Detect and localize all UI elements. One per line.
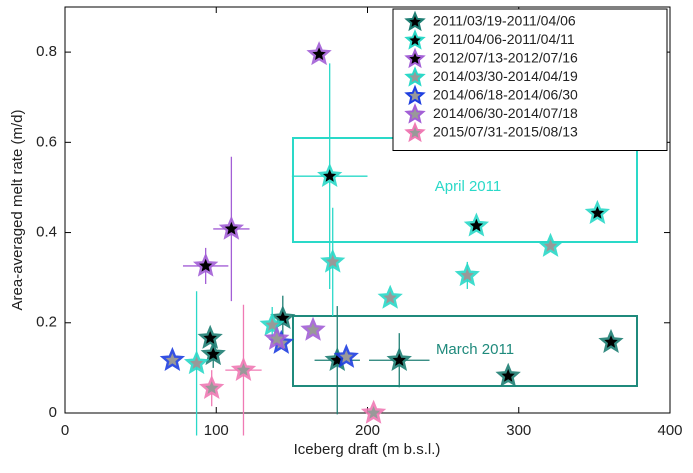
point-center <box>383 291 397 304</box>
point-center <box>265 318 279 331</box>
legend-marker-center <box>409 90 421 101</box>
point-center <box>339 350 353 363</box>
point-center <box>312 47 326 60</box>
x-tick-label: 300 <box>506 422 531 439</box>
legend-marker-center <box>409 34 421 46</box>
legend-marker-center <box>409 108 421 120</box>
legend-marker-center <box>409 71 421 83</box>
point-center <box>366 406 381 419</box>
y-tick-label: 0.2 <box>36 314 57 331</box>
legend-label: 2014/03/30-2014/04/19 <box>433 68 578 84</box>
y-tick-label: 0.8 <box>36 43 57 60</box>
march-box <box>292 315 638 387</box>
x-tick-label: 0 <box>61 422 69 439</box>
annotation: March 2011 <box>436 341 514 358</box>
y-axis-label: Area-averaged melt rate (m/d) <box>9 110 26 311</box>
x-tick-label: 100 <box>204 422 229 439</box>
point-center <box>199 258 213 272</box>
point-center <box>323 169 337 182</box>
legend-label: 2014/06/18-2014/06/30 <box>433 87 578 103</box>
x-tick-label: 200 <box>355 422 380 439</box>
point-center <box>543 239 558 252</box>
point-center <box>203 331 217 344</box>
x-tick-label: 400 <box>657 422 682 439</box>
point-center <box>604 335 618 348</box>
legend-label: 2014/06/30-2014/07/18 <box>433 105 578 121</box>
y-tick-label: 0 <box>49 404 57 421</box>
point-center <box>460 268 474 282</box>
y-tick-label: 0.6 <box>36 133 57 150</box>
point-center <box>392 353 406 366</box>
point-center <box>165 353 179 366</box>
legend-label: 2011/04/06-2011/04/11 <box>433 31 575 47</box>
legend-marker-center <box>409 53 421 64</box>
y-tick-label: 0.4 <box>36 224 57 241</box>
legend-marker-center <box>409 127 421 138</box>
annotation: April 2011 <box>435 178 501 195</box>
point-center <box>206 347 220 360</box>
legend-label: 2012/07/13-2012/07/16 <box>433 50 578 66</box>
point-center <box>189 356 204 369</box>
point-center <box>326 254 340 268</box>
point-center <box>590 206 605 219</box>
point-center <box>205 381 219 394</box>
point-center <box>469 218 484 232</box>
legend-box <box>392 8 668 151</box>
x-axis-label: Iceberg draft (m b.s.l.) <box>294 441 441 458</box>
point-center <box>270 332 284 345</box>
point-center <box>501 369 515 382</box>
legend-marker-center <box>409 16 421 27</box>
legend-label: 2015/07/31-2015/08/13 <box>433 124 578 140</box>
point-center <box>224 221 238 235</box>
point-center <box>306 323 320 336</box>
legend-label: 2011/03/19-2011/04/06 <box>433 13 576 29</box>
point-center <box>236 363 251 376</box>
